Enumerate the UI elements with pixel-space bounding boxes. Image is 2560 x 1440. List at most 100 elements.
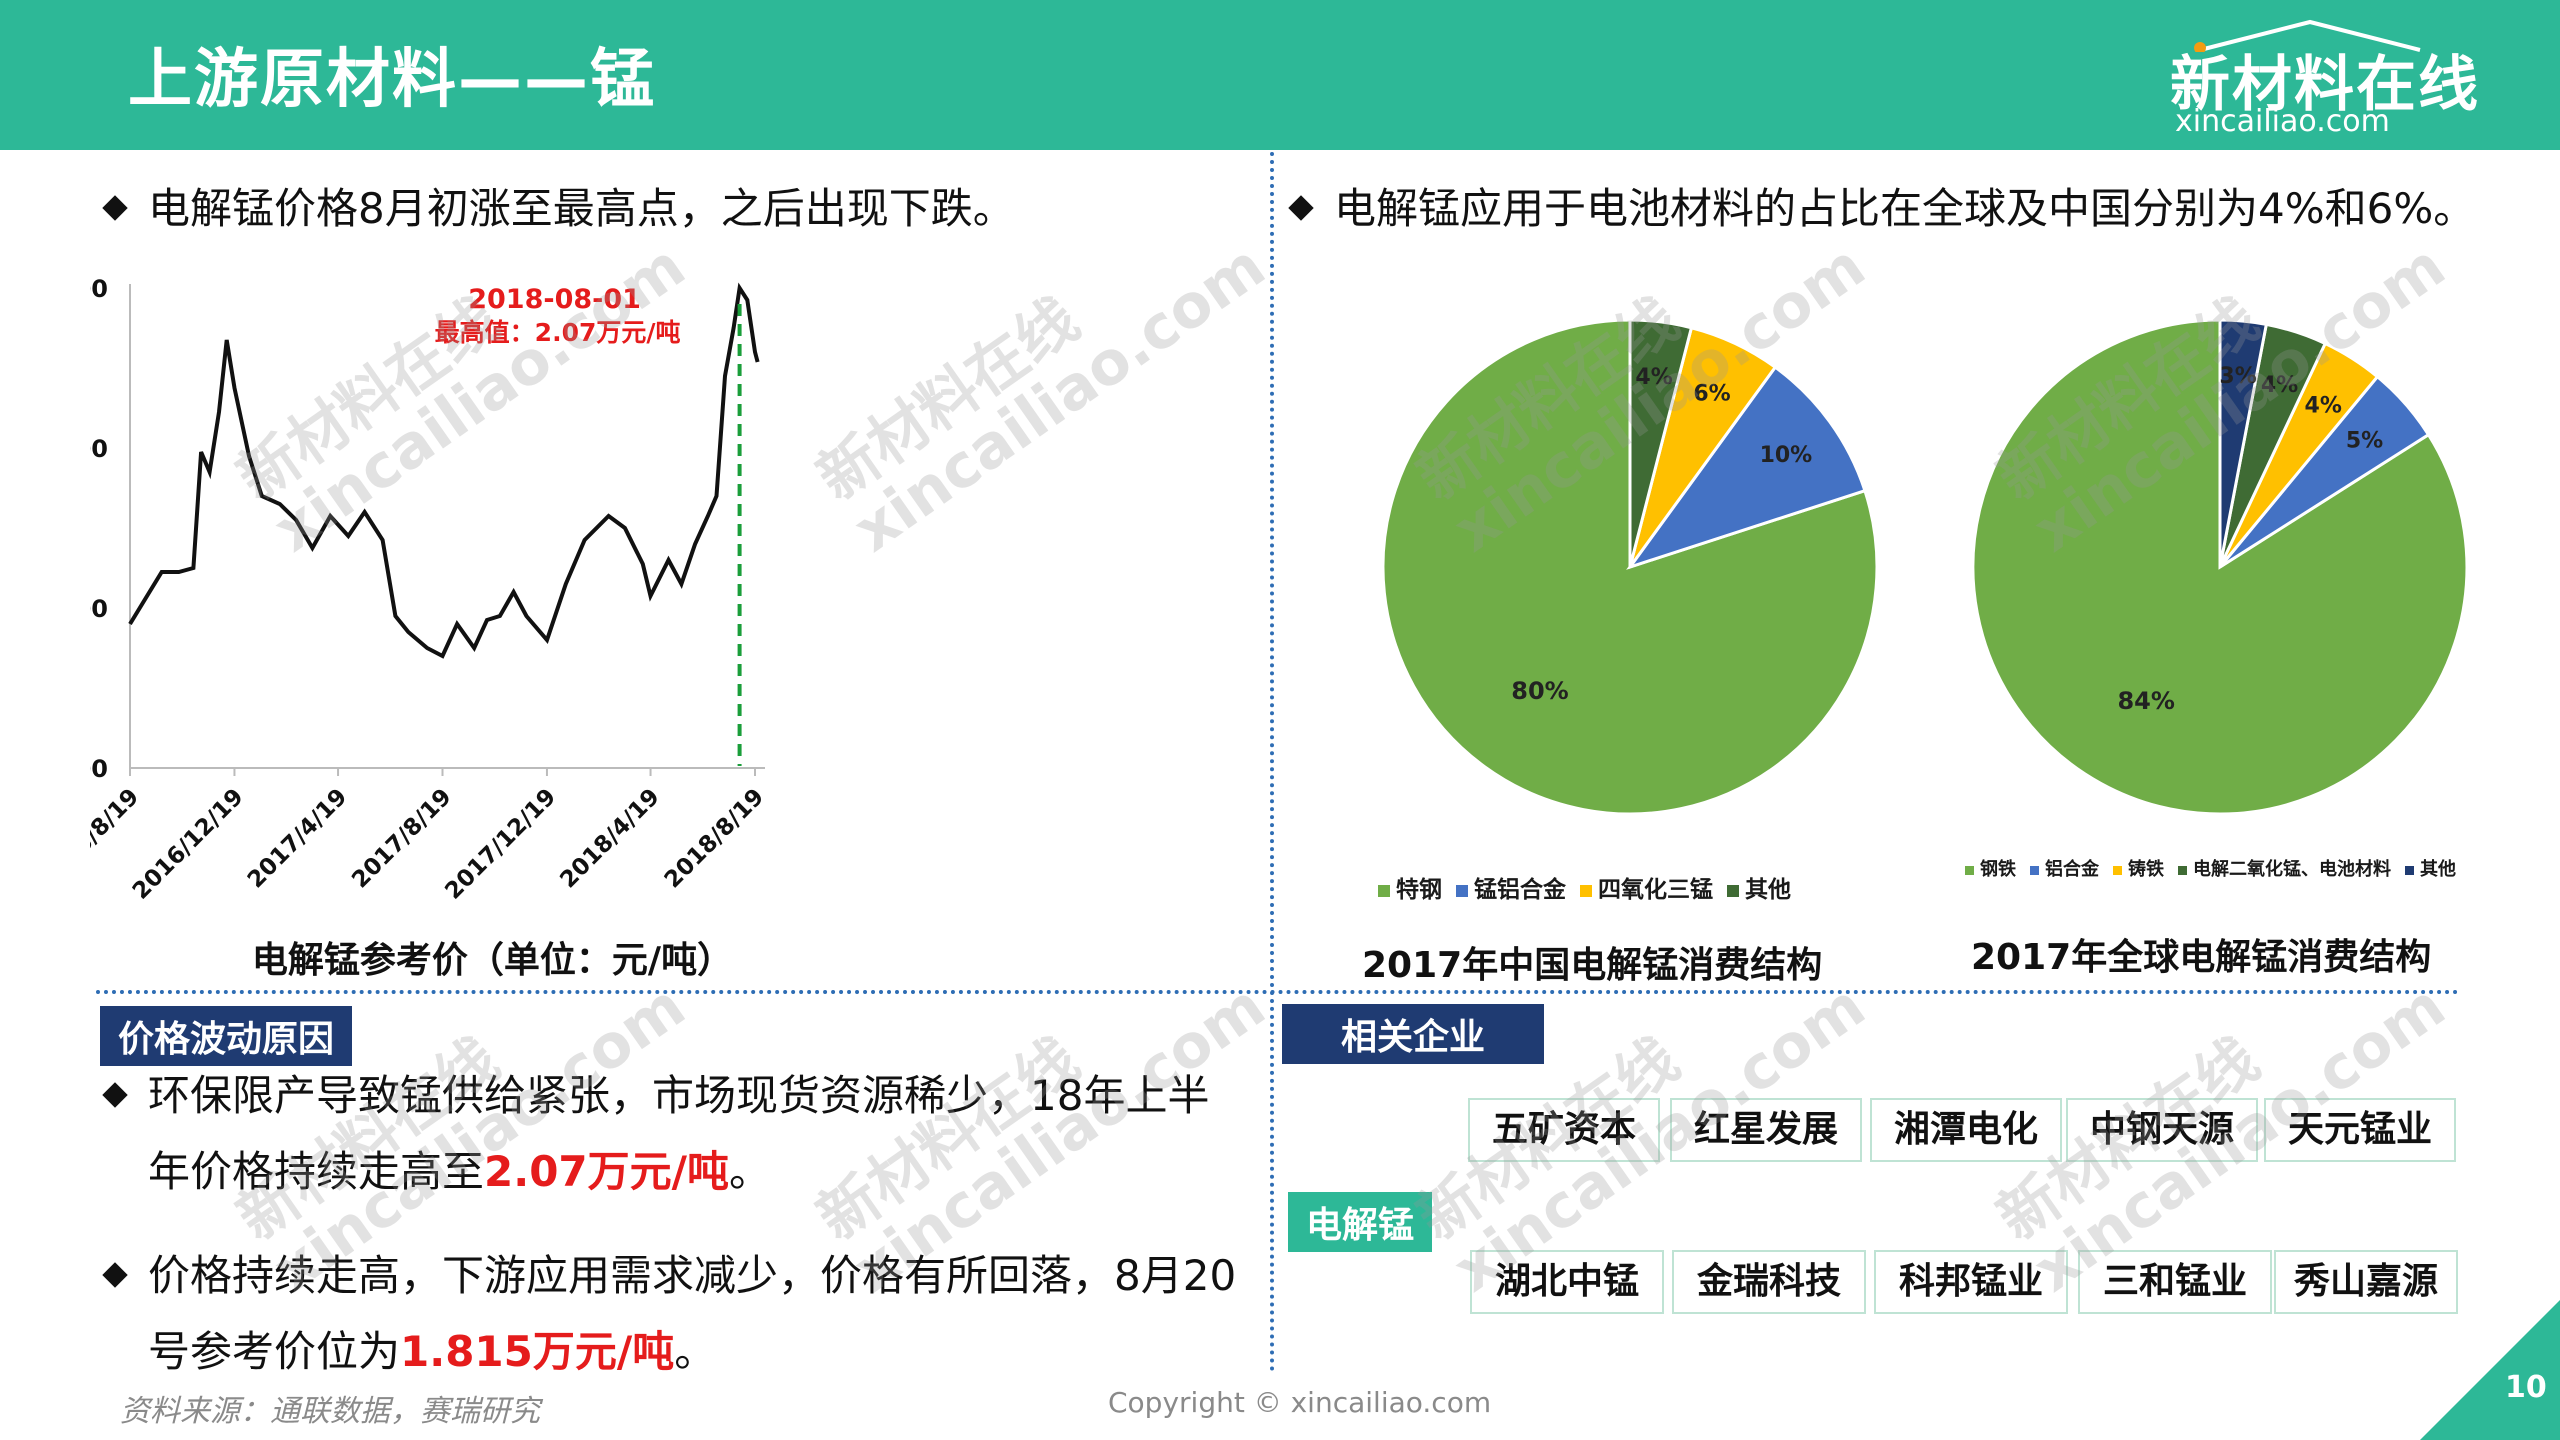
reason-1-line-1: 环保限产导致锰供给紧张，市场现货资源稀少，18年上半 bbox=[148, 1071, 1210, 1120]
legend-label: 电解二氧化锰、电池材料 bbox=[2193, 859, 2391, 880]
china-pie-data-label: 4% bbox=[1635, 365, 1672, 390]
legend-item: 铸铁 bbox=[2113, 859, 2164, 880]
reason-bullet-1: 环保限产导致锰供给紧张，市场现货资源稀少，18年上半 bbox=[96, 1062, 1209, 1123]
reason-2-line-1: 价格持续走高，下游应用需求减少，价格有所回落，8月20 bbox=[148, 1251, 1237, 1300]
manganese-price-line-chart: 2000016000120008000 2016/8/192016/12/192… bbox=[90, 275, 769, 981]
company-chip: 中钢天源 bbox=[2066, 1098, 2258, 1162]
reason-2-end: 。 bbox=[674, 1327, 717, 1376]
global-pie-slice bbox=[2218, 318, 2269, 568]
legend-swatch-icon bbox=[1580, 884, 1592, 897]
global-pie-data-label: 4% bbox=[2261, 373, 2298, 398]
legend-label: 其他 bbox=[2420, 859, 2456, 880]
reason-2-line-2: 号参考价位为 bbox=[148, 1327, 401, 1376]
legend-swatch-icon bbox=[2178, 865, 2187, 875]
company-chip: 科邦锰业 bbox=[1874, 1250, 2068, 1314]
brand-logo-text: 新材料在线 bbox=[2170, 50, 2480, 120]
global-pie-title: 2017年全球电解锰消费结构 bbox=[1971, 937, 2432, 978]
company-chip: 秀山嘉源 bbox=[2274, 1250, 2458, 1314]
x-tick-label: 2017/8/19 bbox=[347, 784, 456, 893]
legend-item: 特钢 bbox=[1378, 877, 1442, 903]
legend-swatch-icon bbox=[1378, 884, 1390, 897]
x-tick-label: 2017/4/19 bbox=[243, 784, 352, 893]
reason-1-end: 。 bbox=[728, 1147, 771, 1196]
china-consumption-pie-chart: 80% 10% 6% 4% bbox=[1381, 318, 1879, 816]
diamond-bullet-icon bbox=[1288, 195, 1314, 221]
legend-swatch-icon bbox=[1965, 865, 1974, 875]
electrolytic-mn-tag: 电解锰 bbox=[1288, 1192, 1433, 1252]
diamond-bullet-icon bbox=[102, 195, 128, 221]
companies-tag: 相关企业 bbox=[1282, 1004, 1544, 1064]
horizontal-divider bbox=[96, 990, 2460, 994]
china-pie-data-label: 80% bbox=[1511, 677, 1568, 705]
china-pie-slice bbox=[1628, 318, 1694, 568]
legend-item: 铝合金 bbox=[2030, 859, 2099, 880]
legend-swatch-icon bbox=[2405, 865, 2414, 875]
company-chip: 红星发展 bbox=[1670, 1098, 1862, 1162]
battery-share-bullet: 电解锰应用于电池材料的占比在全球及中国分别为4%和6%。 bbox=[1282, 175, 2475, 236]
reason-1-line-2: 年价格持续走高至 bbox=[148, 1147, 485, 1196]
global-pie-legend: 钢铁 铝合金 铸铁 电解二氧化锰、电池材料 其他 bbox=[1965, 855, 2470, 881]
reason-bullet-2-cont: 号参考价位为1.815万元/吨。 bbox=[148, 1318, 716, 1379]
data-source-note: 资料来源：通联数据，赛瑞研究 bbox=[120, 1394, 540, 1429]
x-tick-label: 2016/12/19 bbox=[128, 784, 249, 905]
legend-item: 其他 bbox=[1727, 877, 1791, 903]
global-pie-data-label: 84% bbox=[2117, 687, 2174, 715]
legend-label: 四氧化三锰 bbox=[1598, 877, 1713, 903]
reasons-tag: 价格波动原因 bbox=[100, 1006, 353, 1066]
x-tick-label: 2018/8/19 bbox=[660, 784, 769, 893]
price-trend-bullet: 电解锰价格8月初涨至最高点，之后出现下跌。 bbox=[96, 175, 1015, 236]
legend-label: 铝合金 bbox=[2045, 859, 2099, 880]
header-bar bbox=[0, 0, 2560, 150]
legend-item: 四氧化三锰 bbox=[1580, 877, 1713, 903]
reason-1-highlight: 2.07万元/吨 bbox=[484, 1147, 729, 1196]
legend-swatch-icon bbox=[1456, 884, 1468, 897]
price-series-line bbox=[128, 282, 760, 659]
legend-swatch-icon bbox=[2030, 865, 2039, 875]
peak-date-label: 2018-08-01 bbox=[468, 284, 641, 315]
copyright-note: Copyright © xincailiao.com bbox=[1108, 1386, 1492, 1419]
line-chart-title: 电解锰参考价（单位：元/吨） bbox=[252, 940, 733, 981]
diamond-bullet-icon bbox=[102, 1082, 128, 1108]
battery-share-text: 电解锰应用于电池材料的占比在全球及中国分别为4%和6%。 bbox=[1334, 184, 2476, 233]
y-tick-label: 12000 bbox=[90, 595, 108, 623]
china-pie-data-label: 6% bbox=[1693, 382, 1730, 407]
page-corner-triangle bbox=[2420, 1300, 2560, 1440]
page-number: 10 bbox=[2505, 1370, 2547, 1405]
company-chip: 湖北中锰 bbox=[1470, 1250, 1664, 1314]
china-pie-legend: 特钢 锰铝合金 四氧化三锰 其他 bbox=[1378, 870, 1805, 904]
legend-swatch-icon bbox=[2113, 865, 2122, 875]
global-pie-data-label: 5% bbox=[2346, 429, 2383, 454]
reason-bullet-1-cont: 年价格持续走高至2.07万元/吨。 bbox=[148, 1138, 771, 1199]
legend-label: 钢铁 bbox=[1980, 859, 2016, 880]
page-title: 上游原材料——锰 bbox=[128, 43, 656, 117]
global-pie-data-label: 3% bbox=[2219, 364, 2256, 389]
legend-item: 锰铝合金 bbox=[1456, 877, 1566, 903]
peak-value-label: 最高值：2.07万元/吨 bbox=[435, 318, 681, 347]
y-tick-label: 20000 bbox=[90, 275, 108, 303]
y-tick-label: 8000 bbox=[90, 755, 108, 783]
china-pie-title: 2017年中国电解锰消费结构 bbox=[1362, 945, 1823, 986]
y-tick-label: 16000 bbox=[90, 435, 108, 463]
company-chip: 金瑞科技 bbox=[1672, 1250, 1866, 1314]
china-pie-slice bbox=[1626, 365, 1867, 570]
legend-label: 锰铝合金 bbox=[1474, 877, 1566, 903]
legend-item: 钢铁 bbox=[1965, 859, 2016, 880]
legend-item: 电解二氧化锰、电池材料 bbox=[2178, 859, 2391, 880]
x-tick-label: 2018/4/19 bbox=[555, 784, 664, 893]
price-trend-text: 电解锰价格8月初涨至最高点，之后出现下跌。 bbox=[148, 184, 1015, 233]
reason-bullet-2: 价格持续走高，下游应用需求减少，价格有所回落，8月20 bbox=[96, 1242, 1236, 1303]
brand-logo-roof-icon bbox=[2194, 19, 2421, 52]
legend-label: 特钢 bbox=[1396, 877, 1442, 903]
x-tick-label: 2017/12/19 bbox=[440, 784, 561, 905]
vertical-divider bbox=[1270, 152, 1274, 1372]
company-chip: 天元锰业 bbox=[2264, 1098, 2456, 1162]
reason-2-highlight: 1.815万元/吨 bbox=[400, 1327, 675, 1376]
company-chip: 五矿资本 bbox=[1468, 1098, 1660, 1162]
legend-swatch-icon bbox=[1727, 884, 1739, 897]
legend-label: 铸铁 bbox=[2128, 859, 2164, 880]
diamond-bullet-icon bbox=[102, 1262, 128, 1288]
brand-logo-url: xincailiao.com bbox=[2175, 104, 2390, 139]
global-consumption-pie-chart: 84%5%4%4%3% bbox=[1971, 318, 2469, 816]
company-chip: 湘潭电化 bbox=[1870, 1098, 2062, 1162]
legend-label: 其他 bbox=[1745, 877, 1791, 903]
